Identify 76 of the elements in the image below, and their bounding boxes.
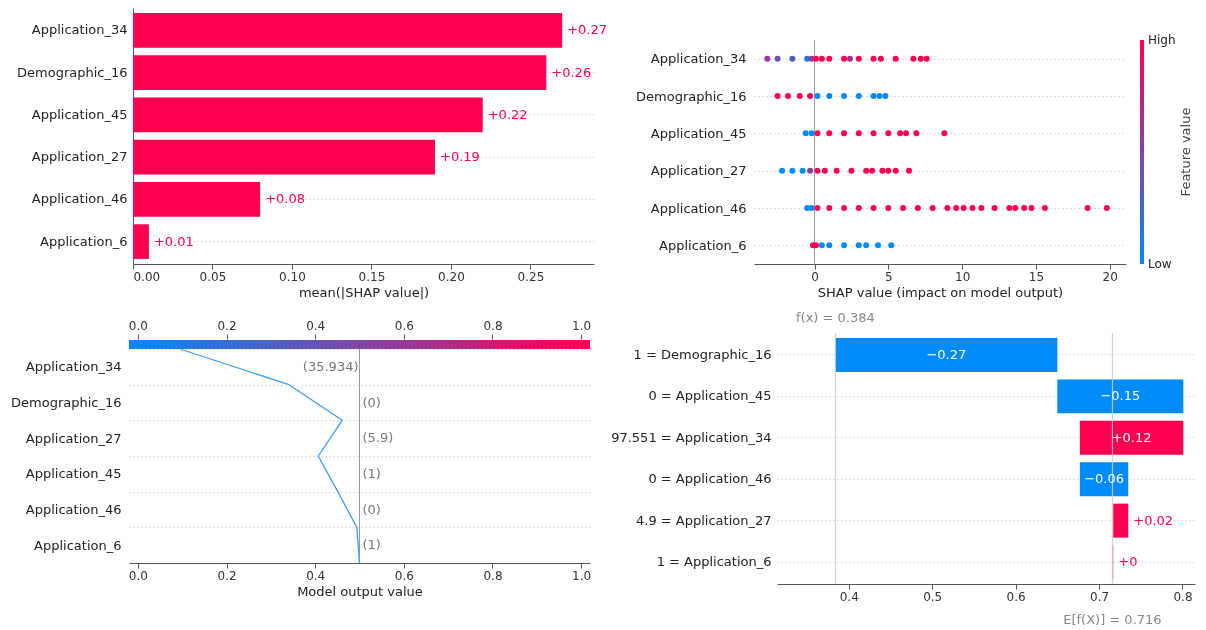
x-axis-title: mean(|SHAP value|) xyxy=(298,284,430,300)
x2-tick-label: 0.6 xyxy=(394,318,414,333)
y-tick-label: Application_34 xyxy=(31,22,128,38)
x-tick-label: 0 xyxy=(811,269,819,284)
x2-tick-label: 0.4 xyxy=(306,318,326,333)
color-bar-label: Low xyxy=(1148,257,1172,271)
y-tick-label: Application_27 xyxy=(25,430,122,446)
y-tick-label: Application_34 xyxy=(25,359,122,375)
ref-line-label: f(x) = 0.384 xyxy=(796,310,875,325)
x-tick-label: 0.15 xyxy=(358,269,386,284)
x-tick-label: 0.7 xyxy=(1090,589,1110,604)
y-tick-label: Application_45 xyxy=(31,106,128,122)
y-tick-label: 0 = Application_46 xyxy=(648,471,772,487)
x-axis-title: SHAP value (impact on model output) xyxy=(817,284,1064,300)
y-tick-label: Application_45 xyxy=(650,125,747,141)
x-tick-label: 0.0 xyxy=(128,568,148,583)
x-tick-label: 0.20 xyxy=(438,269,465,284)
x-tick-label: 0.2 xyxy=(217,568,237,583)
annotation: (0) xyxy=(362,394,381,410)
y-tick-label: Application_45 xyxy=(25,466,122,482)
y-tick-label: 1 = Demographic_16 xyxy=(633,346,772,362)
data-label: +0.27 xyxy=(567,22,608,38)
y-tick-label: Application_6 xyxy=(34,537,122,553)
annotation: (35.934) xyxy=(302,358,359,374)
data-label: +0.01 xyxy=(153,233,194,249)
y-tick-label: Application_34 xyxy=(650,51,747,67)
x-tick-label: 1.0 xyxy=(572,568,592,583)
x2-tick-label: 0.0 xyxy=(128,318,148,333)
color-bar-label: High xyxy=(1148,33,1176,47)
x-tick-label: 15 xyxy=(1028,269,1045,284)
data-label: −0.27 xyxy=(926,346,967,362)
annotation: (5.9) xyxy=(362,430,394,446)
x-tick-label: 20 xyxy=(1102,269,1118,284)
x-tick-label: 0.5 xyxy=(923,589,943,604)
x-tick-label: 0.8 xyxy=(1173,589,1193,604)
y-tick-label: Application_27 xyxy=(31,149,128,165)
x2-tick-label: 0.2 xyxy=(217,318,237,333)
data-label: +0.26 xyxy=(551,64,592,80)
x2-tick-label: 1.0 xyxy=(572,318,592,333)
x-tick-label: 0.10 xyxy=(279,269,306,284)
data-label: +0.22 xyxy=(487,106,528,122)
y-tick-label: Application_27 xyxy=(650,163,747,179)
x2-tick-label: 0.8 xyxy=(483,318,503,333)
y-tick-label: 0 = Application_45 xyxy=(648,388,772,404)
data-label: +0.19 xyxy=(440,149,480,165)
y-tick-label: 97.551 = Application_34 xyxy=(611,429,772,445)
data-label: +0.12 xyxy=(1111,429,1152,445)
y-tick-label: Demographic_16 xyxy=(11,395,122,410)
y-tick-label: Application_6 xyxy=(659,237,747,253)
data-label: +0.02 xyxy=(1133,512,1174,528)
ref-line-label: E[f(X)] = 0.716 xyxy=(1063,612,1162,627)
data-label: +0 xyxy=(1118,554,1138,570)
annotation: (0) xyxy=(362,501,381,517)
x-tick-label: 0.6 xyxy=(1006,589,1026,604)
x-tick-label: 0.6 xyxy=(394,568,414,583)
x-axis-title: Model output value xyxy=(297,583,423,599)
annotation: (1) xyxy=(362,465,381,481)
x-tick-label: 0.4 xyxy=(839,589,859,604)
y-tick-label: Application_6 xyxy=(40,233,128,249)
annotation: (1) xyxy=(362,537,381,553)
y-tick-label: 4.9 = Application_27 xyxy=(635,512,772,528)
color-bar-title: Feature value xyxy=(1178,107,1193,197)
y-tick-label: 1 = Application_6 xyxy=(656,554,772,570)
x-tick-label: 5 xyxy=(885,269,893,284)
x-tick-label: 0.05 xyxy=(199,269,227,284)
y-tick-label: Application_46 xyxy=(25,502,122,517)
x-tick-label: 0.8 xyxy=(483,568,503,583)
x-tick-label: 0.4 xyxy=(306,568,326,583)
y-tick-label: Application_46 xyxy=(31,191,128,207)
x-tick-label: 10 xyxy=(955,269,971,284)
y-tick-label: Application_46 xyxy=(650,200,747,216)
x-tick-label: 0.25 xyxy=(517,269,545,284)
x-tick-label: 0.00 xyxy=(133,269,161,284)
y-tick-label: Demographic_16 xyxy=(636,88,747,104)
data-label: +0.08 xyxy=(265,191,306,207)
y-tick-label: Demographic_16 xyxy=(17,64,128,80)
